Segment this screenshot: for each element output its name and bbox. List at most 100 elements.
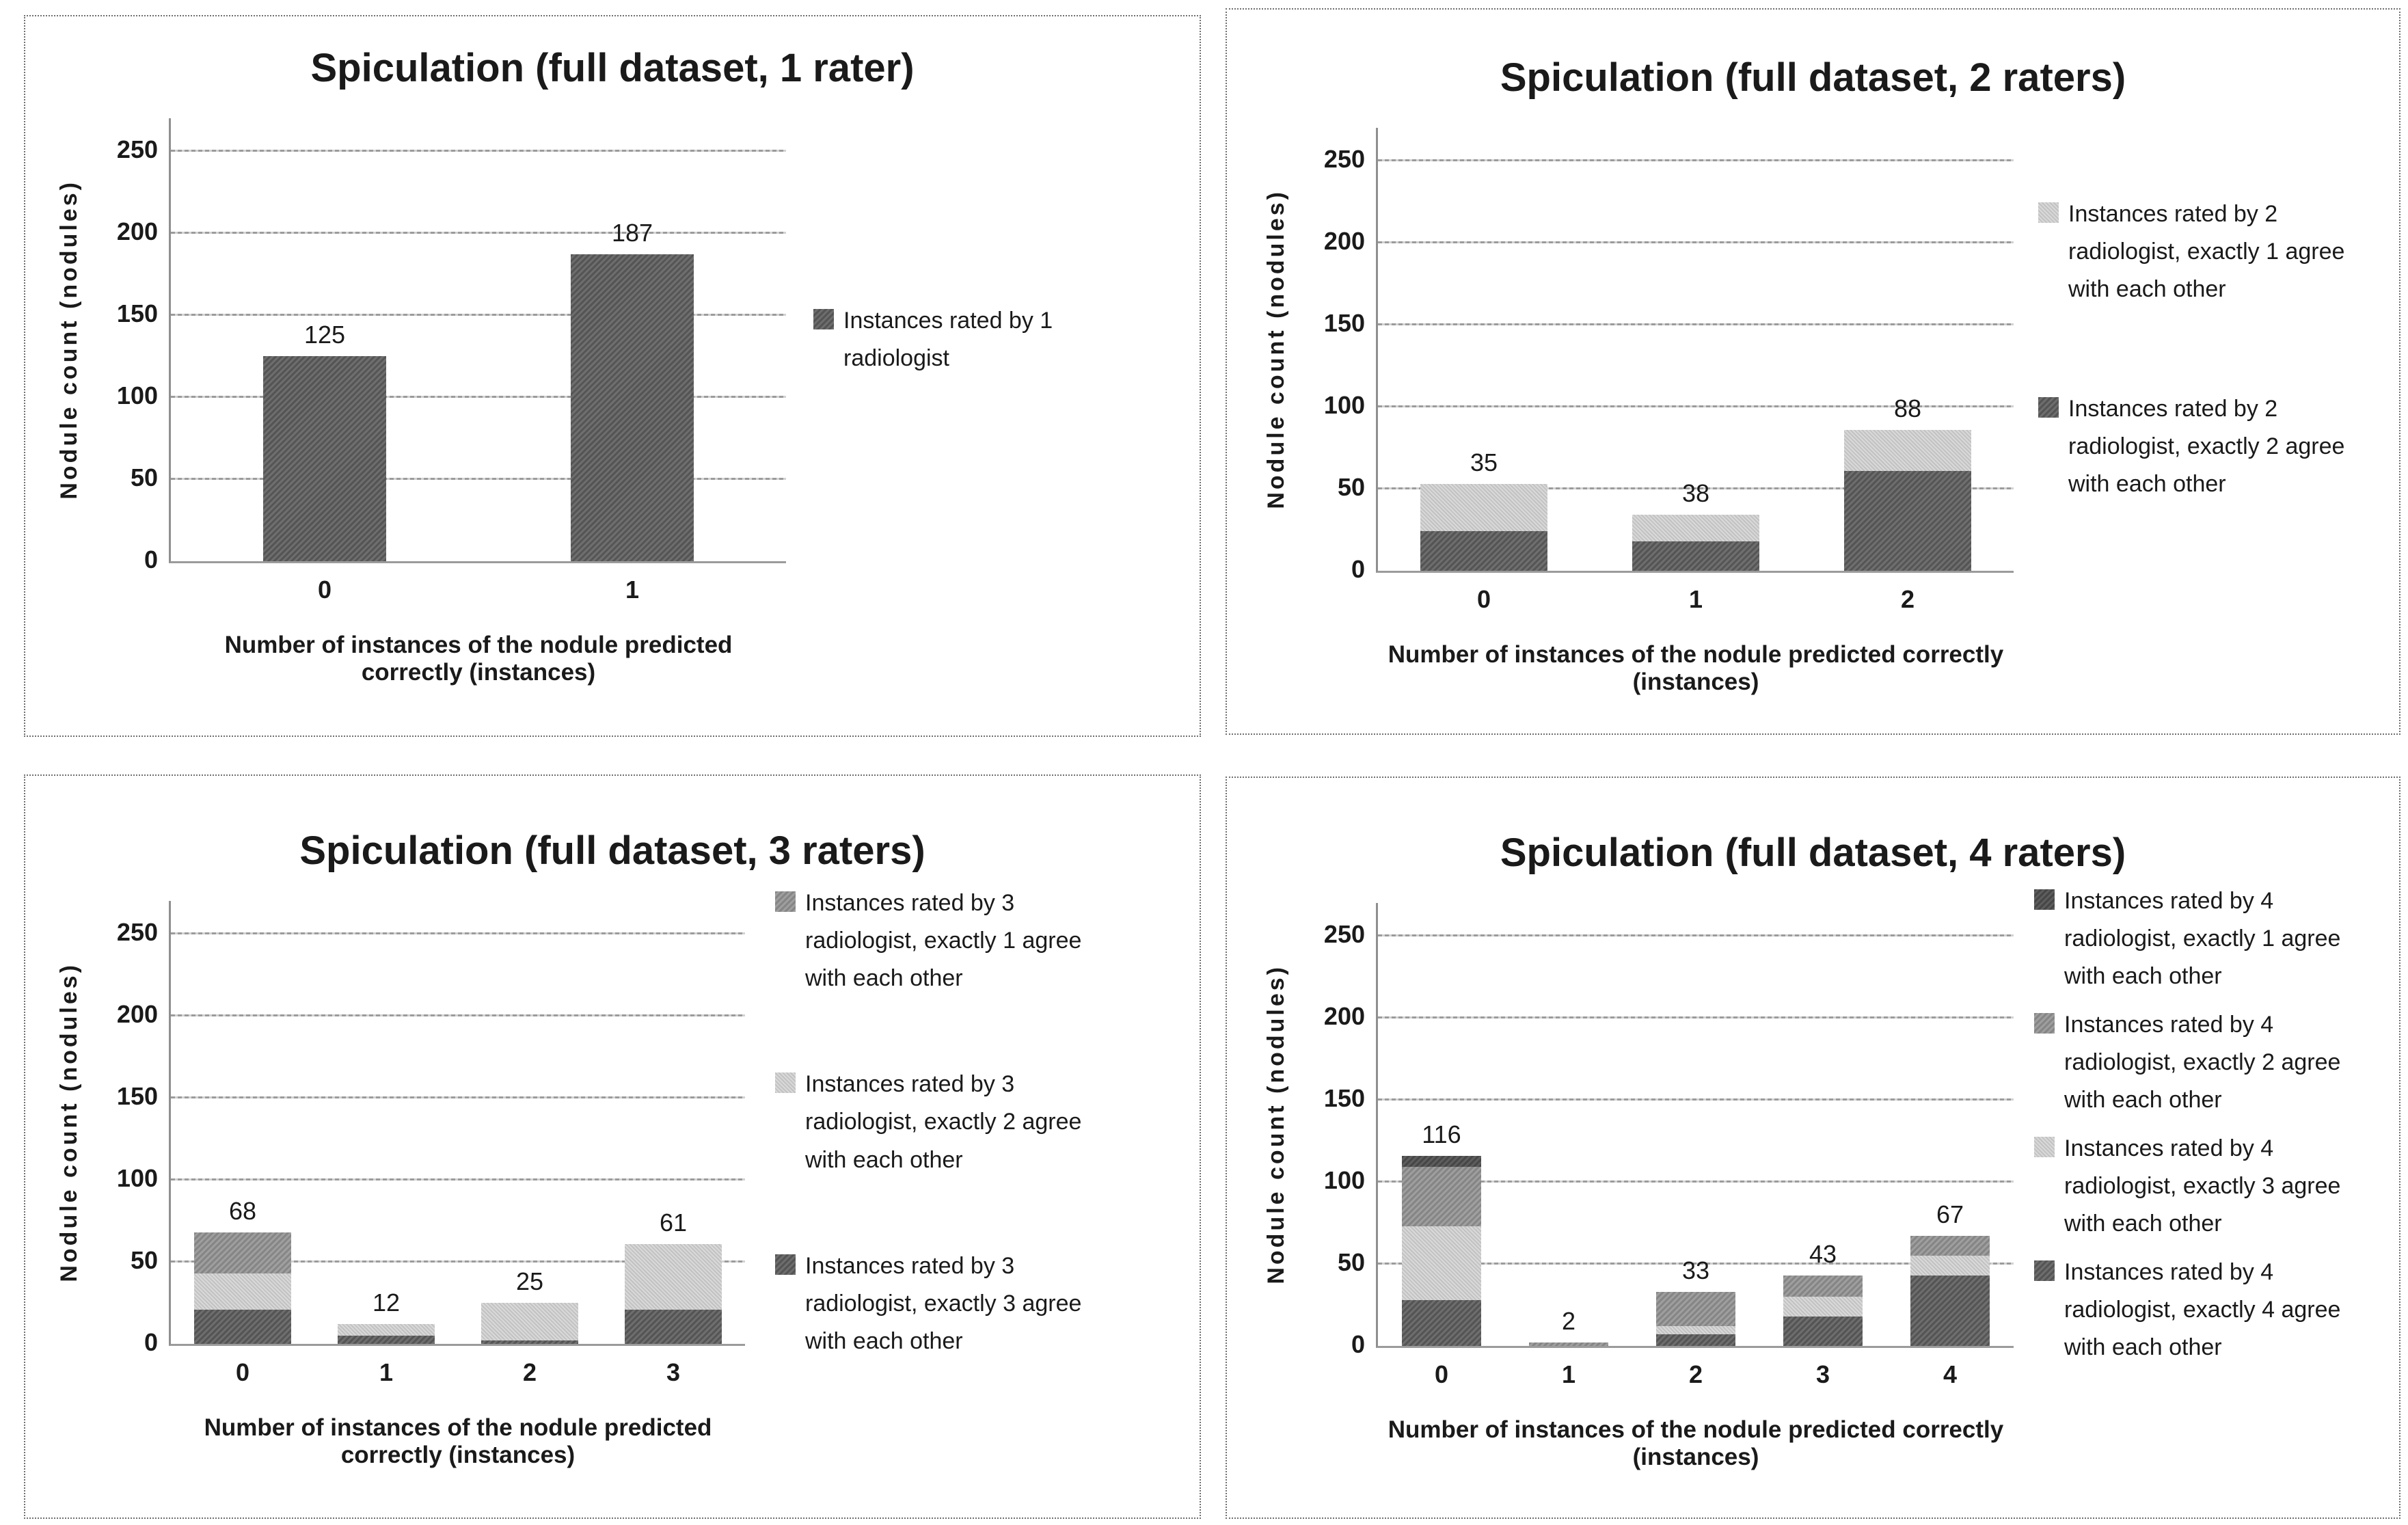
bar-value-label: 38 (1681, 479, 1710, 508)
legend-label: Instances rated by 2 radiologist, exactl… (2068, 200, 2345, 302)
legend-marker-icon (813, 308, 834, 329)
y-axis-title-wrap: Nodule count (nodules) (1250, 128, 1302, 571)
bar-value-label: 35 (1470, 448, 1498, 476)
gridline (171, 1260, 745, 1263)
category-label-text: 2 (1688, 1360, 1703, 1388)
gridline (1378, 405, 2014, 407)
legend-marker-icon (2034, 1137, 2055, 1157)
bar-slot: 116 (1378, 903, 1505, 1346)
bar-value-label: 67 (1936, 1200, 1964, 1229)
bar-segment (571, 254, 694, 561)
x-axis-title: Number of instances of the nodule predic… (1388, 1416, 2004, 1470)
y-tick-label: 50 (130, 1246, 158, 1274)
category-label-text: 1 (379, 1358, 394, 1386)
bar-segment (1402, 1226, 1481, 1300)
chart-title: Spiculation (full dataset, 1 rater) (310, 46, 915, 90)
gridline (1378, 487, 2014, 489)
bar-segment (624, 1243, 722, 1310)
gridline (1378, 1098, 2014, 1101)
y-tick-label: 100 (1323, 391, 1365, 419)
plot-column: 0 50 100 150 200 250 116 2 33 43 67 0 1 2 3 4 Number of … (1302, 903, 2014, 1471)
category-label: 1 (478, 576, 786, 604)
plot-row: 0 50 100 150 200 250 116 2 33 43 67 (1302, 903, 2014, 1358)
bar-segment (624, 1309, 722, 1344)
category-label: 1 (1590, 585, 1802, 614)
category-label: 3 (601, 1358, 745, 1387)
legend-entry: Instances rated by 2 radiologist, exactl… (2038, 195, 2387, 308)
legend-entry: Instances rated by 2 radiologist, exactl… (2038, 390, 2387, 503)
y-tick-label: 250 (1323, 145, 1365, 173)
bar-segment (1844, 429, 1971, 471)
legend-label: Instances rated by 4 radiologist, exactl… (2064, 1259, 2341, 1361)
legend: Instances rated by 1 radiologist (813, 118, 1121, 561)
category-label-text: 3 (1815, 1360, 1830, 1388)
bar: 43 (1783, 1240, 1863, 1346)
bar: 116 (1402, 1120, 1481, 1346)
bar-segment (193, 1309, 292, 1344)
legend-marker-icon (2034, 1012, 2055, 1034)
y-tick-labels: 0 50 100 150 200 250 (1302, 903, 1376, 1358)
y-tick-label: 0 (1351, 555, 1365, 583)
y-axis-title: Nodule count (nodules) (55, 180, 82, 500)
y-tick-label: 150 (116, 299, 158, 327)
bar-segment (1656, 1334, 1735, 1346)
legend-label: Instances rated by 2 radiologist, exactl… (2068, 396, 2345, 498)
gridline (171, 232, 786, 234)
legend-label: Instances rated by 3 radiologist, exactl… (805, 890, 1082, 992)
bars-row: 68 12 25 61 (171, 901, 745, 1344)
gridline (171, 478, 786, 480)
gridline (1378, 1263, 2014, 1265)
bar-value-label: 68 (228, 1196, 257, 1225)
plot-row: 0 50 100 150 200 250 68 12 25 61 (95, 901, 745, 1356)
gridline (171, 932, 745, 934)
y-tick-label: 200 (116, 217, 158, 245)
bar-segment (263, 356, 386, 561)
chart-body: Nodule count (nodules) 0 50 100 150 200 250 125… (43, 118, 1200, 686)
bar-value-label: 43 (1809, 1239, 1837, 1268)
y-tick-label: 0 (144, 1328, 158, 1356)
bar-segment (337, 1324, 435, 1336)
bar: 88 (1844, 394, 1971, 571)
bar-segment (337, 1336, 435, 1344)
category-label-text: 2 (522, 1358, 537, 1386)
bar: 12 (337, 1288, 435, 1344)
plot-area: 125 187 (169, 118, 786, 563)
legend-marker-icon (2034, 889, 2055, 910)
y-tick-label: 50 (130, 463, 158, 491)
x-axis-title: Number of instances of the nodule predic… (1388, 641, 2004, 695)
bar-slot: 35 (1378, 128, 1590, 571)
bar-segment (1783, 1275, 1863, 1297)
category-label: 0 (1378, 585, 1590, 614)
bar-segment (1402, 1167, 1481, 1226)
bar-slot: 88 (1802, 128, 2014, 571)
bar-value-label: 116 (1422, 1120, 1461, 1148)
bar-segment (1783, 1316, 1863, 1346)
chart-body: Nodule count (nodules) 0 50 100 150 200 250 116… (1250, 888, 2399, 1471)
bar-value-label: 2 (1561, 1307, 1576, 1336)
gridline (1378, 159, 2014, 161)
bar-slot: 12 (314, 901, 458, 1344)
y-tick-labels: 0 50 100 150 200 250 (95, 118, 169, 573)
y-axis-title: Nodule count (nodules) (1262, 189, 1289, 509)
y-tick-label: 150 (116, 1082, 158, 1110)
y-axis-title-wrap: Nodule count (nodules) (43, 118, 95, 561)
x-axis-title: Number of instances of the nodule predic… (224, 632, 733, 686)
y-tick-label: 100 (116, 1164, 158, 1192)
bars-row: 125 187 (171, 118, 786, 561)
gridline (1378, 934, 2014, 936)
bar-value-label: 61 (659, 1208, 688, 1237)
category-label-text: 1 (1688, 585, 1703, 613)
category-label: 2 (1802, 585, 2014, 614)
chart-panel-3-raters: Spiculation (full dataset, 3 raters) Nodu… (24, 774, 1201, 1519)
legend-entry: Instances rated by 3 radiologist, exactl… (775, 1066, 1096, 1178)
bar-slot: 25 (458, 901, 601, 1344)
legend-label: Instances rated by 4 radiologist, exactl… (2064, 1011, 2341, 1113)
bar-value-label: 187 (611, 219, 653, 247)
legend-entry: Instances rated by 3 radiologist, exactl… (775, 885, 1096, 997)
y-tick-label: 0 (144, 545, 158, 573)
bars-row: 35 38 88 (1378, 128, 2014, 571)
bar-segment (1632, 541, 1759, 571)
legend-label: Instances rated by 4 radiologist, exactl… (2064, 1135, 2341, 1237)
chart-panel-1-raters: Spiculation (full dataset, 1 rater) Nodul… (24, 15, 1201, 737)
